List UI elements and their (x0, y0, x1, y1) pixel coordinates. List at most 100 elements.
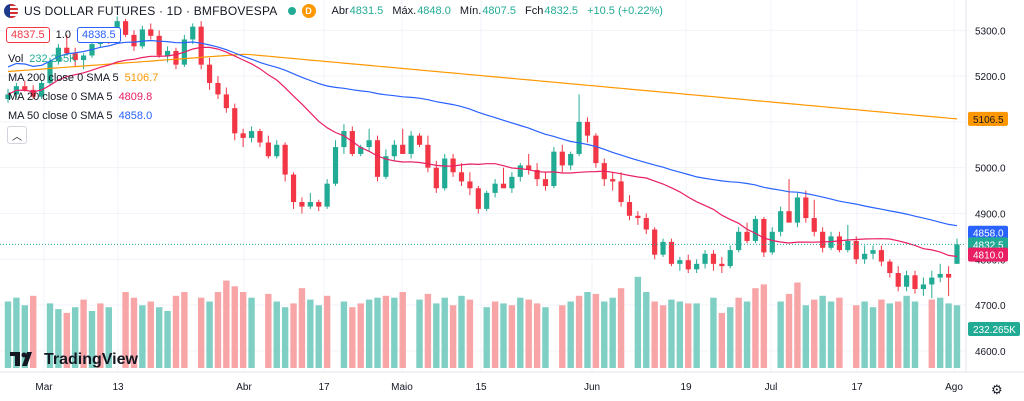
candle-body (769, 231, 775, 253)
tradingview-logo[interactable]: TradingView (10, 351, 138, 369)
volume-bar (760, 284, 768, 368)
candle-body (568, 153, 574, 166)
ma20-legend-name: MA 20 close 0 SMA 5 (8, 91, 113, 103)
candle-body (778, 211, 784, 232)
chevron-up-icon: ︿ (12, 131, 22, 143)
volume-bar (878, 299, 885, 368)
candle-body (870, 250, 876, 254)
volume-bar (46, 303, 54, 368)
candle-body (358, 147, 364, 154)
x-tick-label: 17 (318, 382, 330, 393)
candle-body (736, 231, 742, 251)
price-badge-label: 4810.0 (973, 251, 1004, 262)
volume-bar (685, 303, 692, 368)
ma20-legend[interactable]: MA 20 close 0 SMA 5 4809.8 (8, 91, 152, 103)
candle-body (526, 165, 532, 170)
tradingview-logo-text: TradingView (44, 351, 138, 368)
candle-body (626, 202, 633, 216)
delayed-badge: D (301, 4, 316, 18)
volume-bar (197, 297, 205, 368)
candle-body (282, 144, 288, 175)
price-badge-label: 5106.5 (973, 115, 1004, 126)
volume-bar (424, 293, 432, 368)
candle-body (584, 121, 591, 136)
x-tick-label: Jul (765, 382, 778, 393)
y-tick-label: 5200.0 (975, 72, 1006, 83)
volume-bar (441, 297, 448, 368)
sell-price-button[interactable]: 4837.5 (6, 27, 50, 43)
candle-body (845, 240, 851, 251)
volume-bar (542, 307, 549, 368)
ma20-legend-value: 4809.8 (118, 91, 153, 103)
volume-bar (676, 301, 684, 368)
volume-bar (727, 307, 734, 368)
candle-body (904, 275, 910, 287)
candle-body (206, 64, 213, 83)
tradingview-logo-icon (10, 352, 32, 366)
volume-bar (4, 301, 12, 368)
candle-body (475, 188, 481, 209)
volume-bar (298, 288, 306, 368)
volume-bar (399, 292, 406, 368)
volume-bar (517, 297, 524, 368)
volume-bar (643, 292, 650, 368)
x-tick-label: Mar (35, 382, 53, 393)
volume-legend[interactable]: Vol 232.265K (8, 53, 76, 65)
volume-bar (21, 305, 28, 368)
candle-body (433, 167, 439, 189)
candle-body (694, 263, 700, 270)
candle-body (425, 144, 431, 168)
volume-bar (819, 295, 826, 368)
candle-body (383, 156, 389, 177)
candle-body (164, 50, 171, 56)
buy-price-button[interactable]: 4838.5 (76, 27, 121, 43)
volume-bar (601, 301, 608, 368)
candle-body (316, 202, 322, 207)
symbol-title[interactable]: US DOLLAR FUTURES · 1D · BMFBOVESPA (24, 4, 278, 18)
volume-bar (88, 311, 96, 368)
candle-body (862, 253, 868, 260)
candle-body (887, 261, 893, 273)
volume-bar (181, 292, 188, 368)
candle-body (744, 231, 750, 241)
candle-body (248, 131, 255, 138)
volume-bar (231, 286, 238, 368)
ma200-legend[interactable]: MA 200 close 0 SMA 5 5106.7 (8, 72, 158, 84)
chart-header: US DOLLAR FUTURES · 1D · BMFBOVESPA D Ab… (4, 4, 663, 18)
candle-body (542, 179, 549, 186)
ma50-legend[interactable]: MA 50 close 0 SMA 5 4858.0 (8, 110, 152, 122)
y-tick-label: 4600.0 (975, 347, 1006, 358)
chart-settings-gear-icon[interactable]: ⚙ (991, 382, 1003, 397)
volume-bar (491, 301, 499, 368)
candle-body (80, 55, 87, 61)
volume-bar (945, 303, 952, 368)
market-status-icon (287, 7, 296, 15)
candle-body (5, 94, 11, 99)
x-tick-label: Jun (584, 382, 600, 393)
volume-bar (357, 303, 364, 368)
x-tick-label: Abr (236, 382, 252, 393)
candle-body (895, 273, 901, 287)
price-badge-label: 232.265K (973, 325, 1016, 336)
volume-bar (811, 299, 818, 368)
candle-body (349, 131, 355, 154)
volume-bar (147, 301, 154, 368)
candle-body (257, 131, 263, 143)
low-value: 4807.5 (482, 5, 516, 17)
ma200-legend-name: MA 200 close 0 SMA 5 (8, 72, 119, 84)
volume-bar (869, 307, 877, 368)
volume-bar (693, 303, 700, 368)
candle-body (946, 273, 952, 278)
ma50-legend-name: MA 50 close 0 SMA 5 (8, 110, 113, 122)
volume-bar (223, 280, 230, 368)
candle-body (920, 284, 927, 290)
volume-bar (861, 301, 868, 368)
price-badge-label: 4858.0 (973, 229, 1004, 240)
collapse-legend-button[interactable]: ︿ (7, 126, 27, 144)
open-label: Abr (331, 5, 349, 17)
candle-body (786, 211, 792, 223)
volume-bar (164, 311, 171, 368)
x-tick-label: 13 (112, 382, 124, 393)
volume-bar (743, 301, 751, 368)
